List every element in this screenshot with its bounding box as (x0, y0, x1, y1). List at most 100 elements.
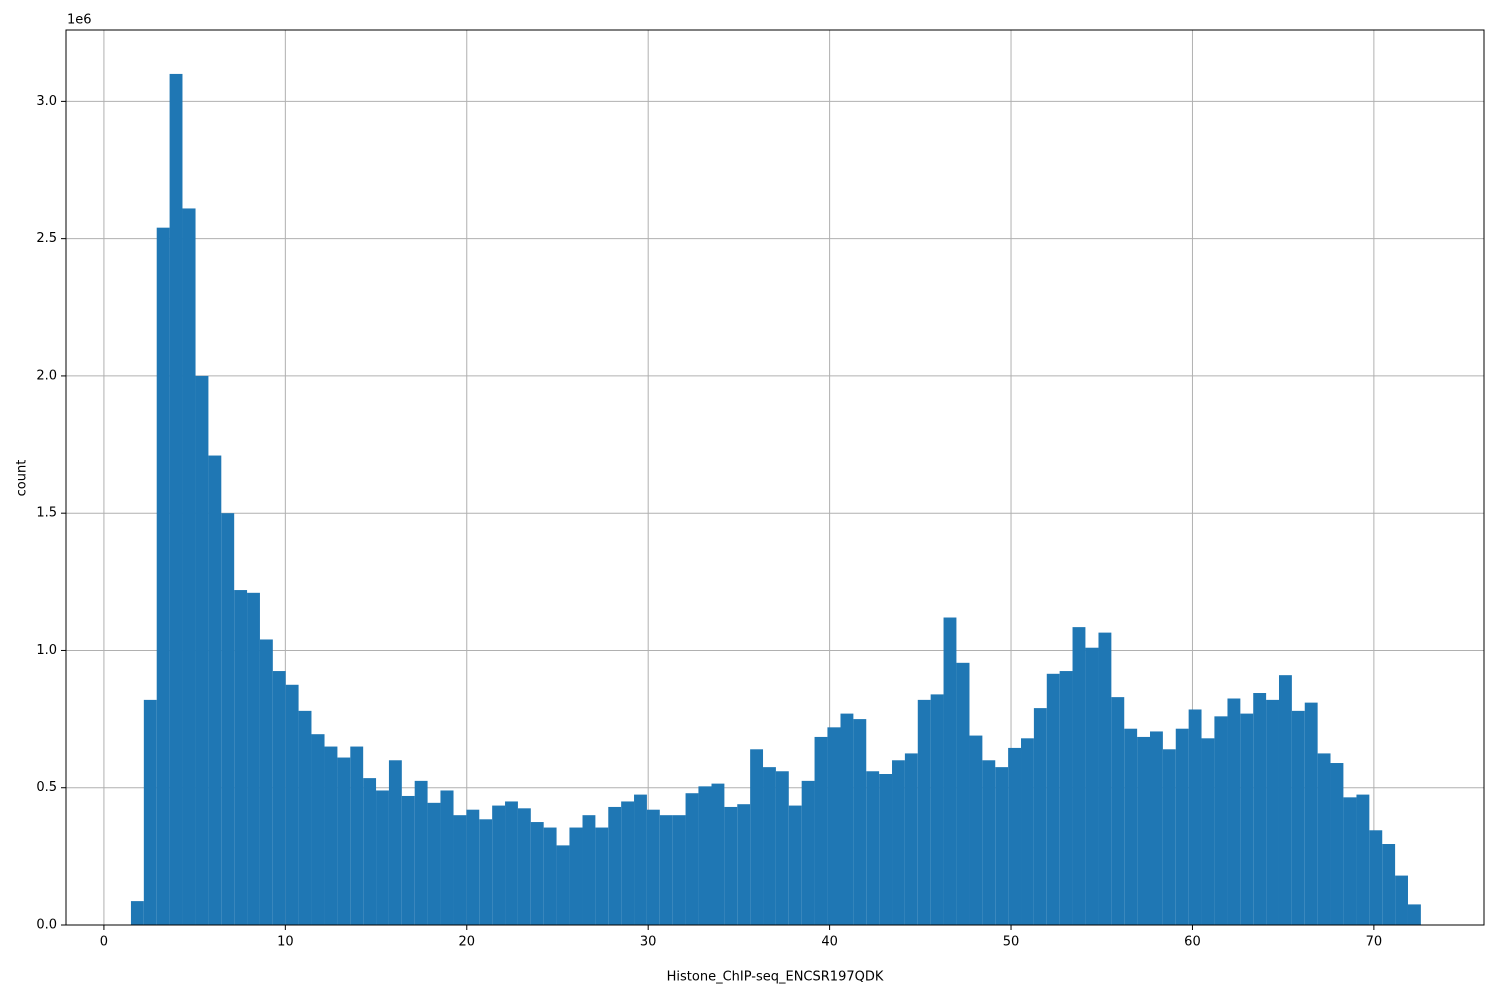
x-tick-label: 60 (1184, 935, 1201, 950)
y-tick-label: 0.0 (36, 918, 57, 933)
bar (801, 780, 815, 925)
bar (543, 827, 557, 925)
y-tick-label: 1.5 (36, 506, 57, 521)
bar (143, 699, 157, 925)
bar (1150, 731, 1163, 925)
bar (1098, 632, 1112, 925)
bar (982, 760, 996, 925)
bar (298, 710, 312, 925)
bar (634, 794, 647, 925)
bar (1085, 647, 1099, 925)
bar (156, 227, 170, 926)
bar (956, 662, 970, 925)
bar (1201, 738, 1215, 925)
bar (182, 208, 196, 925)
bar (388, 760, 402, 925)
bar (646, 809, 660, 925)
bar (1278, 675, 1292, 925)
bar (221, 513, 235, 925)
bar (892, 760, 905, 925)
bar (234, 590, 248, 925)
bar (1304, 702, 1318, 925)
bar (130, 901, 144, 925)
bar (1008, 747, 1022, 925)
bar (311, 734, 325, 925)
bar (337, 757, 351, 925)
bar (427, 802, 441, 925)
bar (672, 815, 686, 925)
y-tick-label: 1.0 (36, 643, 57, 658)
bar (1021, 738, 1034, 925)
bar (879, 774, 893, 925)
x-tick-label: 70 (1366, 935, 1383, 950)
bar (1330, 763, 1344, 925)
bar (1162, 749, 1176, 925)
bar (1317, 753, 1331, 925)
bar (866, 771, 880, 925)
bar (724, 806, 738, 925)
bar (517, 808, 531, 925)
bar (853, 719, 867, 925)
bar (1395, 875, 1408, 925)
x-tick-label: 10 (277, 935, 294, 950)
bar (247, 592, 260, 925)
bar (259, 639, 273, 925)
bar (569, 827, 583, 925)
bar (1033, 708, 1047, 925)
bar (969, 735, 983, 925)
bar (1407, 904, 1421, 925)
bar (350, 746, 364, 925)
bar (1291, 710, 1305, 925)
bar (492, 805, 506, 925)
bar (1382, 844, 1396, 925)
y-tick-label: 2.5 (36, 231, 57, 246)
bar (376, 790, 389, 925)
bar (505, 801, 518, 925)
bar (1137, 736, 1151, 925)
y-offset-label: 1e6 (67, 13, 92, 28)
bar (1227, 698, 1241, 925)
bar (775, 771, 789, 925)
bar (1059, 671, 1073, 925)
x-tick-label: 30 (640, 935, 657, 950)
bar (840, 713, 854, 925)
x-tick-label: 50 (1003, 935, 1020, 950)
bar (1111, 697, 1125, 925)
bar (414, 780, 428, 925)
bar (453, 815, 467, 925)
bar (208, 455, 222, 925)
y-tick-label: 0.5 (36, 780, 57, 795)
bar (1253, 693, 1267, 925)
bar (621, 801, 635, 925)
bar (1072, 627, 1086, 925)
bar (1266, 699, 1279, 925)
x-axis-label: Histone_ChIP-seq_ENCSR197QDK (667, 970, 884, 985)
bar (440, 790, 454, 925)
bar (466, 809, 480, 925)
bar (169, 73, 183, 925)
bar (1240, 713, 1254, 925)
bar (1356, 794, 1370, 925)
bar (324, 746, 338, 925)
bar (1046, 673, 1060, 925)
bar (1188, 709, 1202, 925)
x-tick-label: 20 (458, 935, 475, 950)
x-tick-label: 40 (821, 935, 838, 950)
bar (698, 786, 712, 925)
bar (788, 805, 802, 925)
bar (1369, 830, 1383, 925)
bar (995, 767, 1009, 925)
plot-frame (65, 29, 1485, 926)
bar (608, 806, 622, 925)
bar (595, 827, 609, 925)
bar (685, 793, 699, 925)
bar (814, 736, 828, 925)
bar (363, 778, 377, 925)
bar (582, 815, 596, 925)
bar (556, 845, 570, 925)
bar (750, 749, 764, 925)
x-tick-label: 0 (100, 935, 108, 950)
bar (904, 753, 918, 925)
bar (827, 727, 841, 925)
